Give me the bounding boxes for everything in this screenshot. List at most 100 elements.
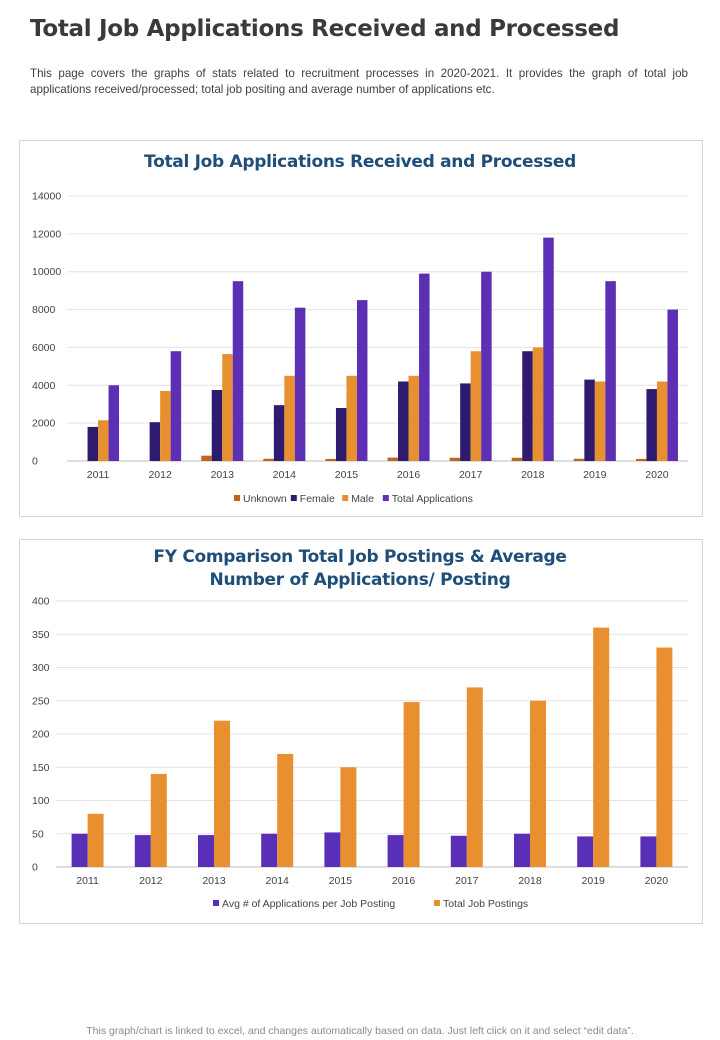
bar-total-applications bbox=[605, 281, 616, 461]
y-tick-label: 350 bbox=[32, 629, 50, 641]
bar-total-job-postings bbox=[87, 813, 104, 867]
legend-swatch bbox=[342, 495, 349, 501]
y-tick-label: 250 bbox=[32, 695, 50, 707]
legend-label: Unknown bbox=[243, 493, 287, 505]
bar-total-applications bbox=[356, 300, 368, 461]
bar-avg-of-applications-per-job-posting bbox=[261, 833, 278, 867]
x-tick-label: 2011 bbox=[76, 875, 99, 887]
y-tick-label: 4000 bbox=[32, 380, 56, 392]
bar-avg-of-applications-per-job-posting bbox=[450, 835, 467, 867]
bar-female bbox=[211, 390, 223, 461]
y-tick-label: 10000 bbox=[32, 266, 61, 278]
bar-total-job-postings bbox=[277, 753, 294, 867]
intro-paragraph: This page covers the graphs of stats rel… bbox=[30, 67, 688, 96]
x-tick-label: 2019 bbox=[582, 875, 606, 887]
bar-male bbox=[532, 347, 544, 461]
bar-total-job-postings bbox=[466, 687, 483, 867]
y-tick-label: 8000 bbox=[32, 304, 56, 316]
bar-unknown bbox=[387, 457, 399, 461]
x-tick-label: 2019 bbox=[583, 469, 607, 481]
bar-male bbox=[346, 375, 357, 461]
bar-male bbox=[408, 375, 420, 461]
bar-total-job-postings bbox=[530, 700, 546, 867]
bar-total-job-postings bbox=[656, 647, 673, 867]
chart-title: Total Job Applications Received and Proc… bbox=[144, 152, 576, 172]
legend-label: Total Job Postings bbox=[443, 898, 528, 910]
bar-female bbox=[522, 351, 533, 461]
bar-avg-of-applications-per-job-posting bbox=[387, 835, 404, 867]
postings-chart[interactable]: FY Comparison Total Job Postings & Avera… bbox=[19, 539, 703, 924]
bar-total-applications bbox=[294, 307, 306, 461]
x-tick-label: 2015 bbox=[335, 469, 359, 481]
bar-male bbox=[222, 354, 233, 461]
bar-total-job-postings bbox=[214, 720, 230, 867]
y-tick-label: 100 bbox=[32, 795, 50, 807]
legend-swatch bbox=[234, 495, 240, 501]
y-tick-label: 0 bbox=[32, 456, 38, 468]
x-tick-label: 2016 bbox=[397, 469, 421, 481]
legend-label: Female bbox=[300, 493, 335, 505]
bar-unknown bbox=[449, 457, 461, 461]
bar-female bbox=[87, 426, 99, 461]
legend-label: Male bbox=[351, 493, 374, 505]
bar-avg-of-applications-per-job-posting bbox=[71, 833, 88, 867]
x-tick-label: 2020 bbox=[645, 875, 669, 887]
x-tick-label: 2017 bbox=[455, 875, 479, 887]
y-tick-label: 50 bbox=[32, 828, 44, 840]
bar-unknown bbox=[573, 458, 585, 461]
bar-avg-of-applications-per-job-posting bbox=[198, 835, 214, 867]
bar-avg-of-applications-per-job-posting bbox=[577, 836, 594, 867]
y-tick-label: 12000 bbox=[32, 228, 61, 240]
bar-total-job-postings bbox=[593, 627, 610, 867]
bar-male bbox=[470, 351, 482, 461]
y-tick-label: 400 bbox=[32, 596, 50, 608]
legend-swatch bbox=[382, 495, 389, 501]
applications-chart-svg: Total Job Applications Received and Proc… bbox=[32, 152, 688, 505]
x-tick-label: 2020 bbox=[645, 469, 669, 481]
chart-title-line: Number of Applications/ Posting bbox=[210, 570, 511, 590]
bar-male bbox=[594, 381, 606, 461]
bar-avg-of-applications-per-job-posting bbox=[640, 836, 657, 867]
bar-female bbox=[646, 389, 657, 461]
applications-chart[interactable]: Total Job Applications Received and Proc… bbox=[19, 140, 703, 517]
page-title: Total Job Applications Received and Proc… bbox=[30, 16, 620, 42]
legend-label: Avg # of Applications per Job Posting bbox=[222, 898, 395, 910]
bar-female bbox=[460, 383, 471, 461]
bar-female bbox=[273, 405, 285, 461]
x-tick-label: 2016 bbox=[392, 875, 416, 887]
bar-total-applications bbox=[667, 309, 678, 461]
legend-swatch bbox=[433, 900, 440, 906]
x-tick-label: 2012 bbox=[148, 469, 172, 481]
bar-total-job-postings bbox=[150, 773, 167, 867]
x-tick-label: 2013 bbox=[202, 875, 226, 887]
bar-total-applications bbox=[543, 237, 554, 461]
bar-avg-of-applications-per-job-posting bbox=[514, 833, 530, 867]
bar-total-job-postings bbox=[403, 702, 420, 867]
bar-unknown bbox=[635, 458, 647, 461]
bar-unknown bbox=[263, 458, 274, 461]
bar-total-applications bbox=[108, 385, 120, 461]
bar-male bbox=[160, 390, 171, 461]
x-tick-label: 2014 bbox=[273, 469, 297, 481]
bar-total-applications bbox=[232, 281, 244, 461]
x-tick-label: 2012 bbox=[139, 875, 163, 887]
x-tick-label: 2013 bbox=[211, 469, 235, 481]
bar-total-applications bbox=[170, 351, 182, 461]
y-tick-label: 2000 bbox=[32, 418, 56, 430]
legend-swatch bbox=[213, 900, 219, 906]
bar-total-applications bbox=[419, 273, 430, 461]
x-tick-label: 2018 bbox=[521, 469, 545, 481]
x-tick-label: 2014 bbox=[266, 875, 290, 887]
x-tick-label: 2018 bbox=[518, 875, 542, 887]
bar-unknown bbox=[511, 457, 523, 461]
y-tick-label: 14000 bbox=[32, 191, 61, 203]
legend-swatch bbox=[290, 495, 297, 501]
bar-unknown bbox=[201, 455, 212, 461]
legend-label: Total Applications bbox=[392, 493, 473, 505]
y-tick-label: 0 bbox=[32, 862, 38, 874]
y-tick-label: 150 bbox=[32, 762, 50, 774]
bar-total-applications bbox=[481, 271, 492, 461]
bar-female bbox=[584, 379, 595, 461]
bar-male bbox=[656, 381, 668, 461]
y-tick-label: 6000 bbox=[32, 342, 56, 354]
